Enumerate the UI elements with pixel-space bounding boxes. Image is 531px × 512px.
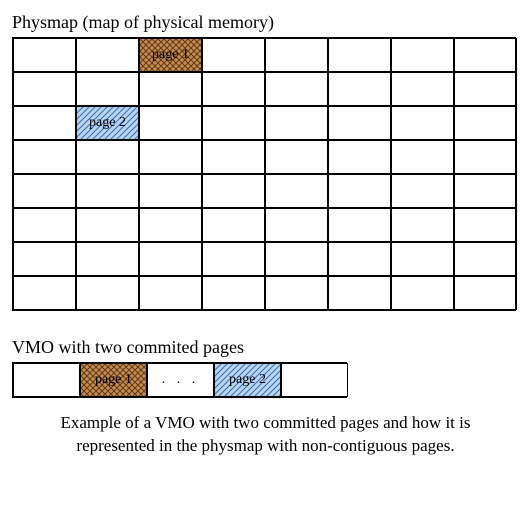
vmo-page-cell: page 2 [214, 363, 281, 397]
physmap-cell [265, 38, 328, 72]
physmap-cell [13, 106, 76, 140]
physmap-cell [13, 276, 76, 310]
physmap-cell [76, 242, 139, 276]
vmo-page-cell: page 1 [80, 363, 147, 397]
physmap-cell [391, 106, 454, 140]
physmap-cell [265, 106, 328, 140]
vmo-cell [13, 363, 80, 397]
physmap-cell [139, 208, 202, 242]
physmap-cell [454, 106, 517, 140]
physmap-cell [328, 38, 391, 72]
physmap-cell [454, 72, 517, 106]
physmap-cell [391, 72, 454, 106]
physmap-cell [454, 174, 517, 208]
physmap-cell [328, 174, 391, 208]
physmap-cell [13, 208, 76, 242]
physmap-cell [13, 72, 76, 106]
physmap-cell [202, 38, 265, 72]
physmap-cell [76, 276, 139, 310]
physmap-cell [139, 106, 202, 140]
physmap-cell [454, 242, 517, 276]
physmap-page-cell: page 2 [76, 106, 139, 140]
physmap-cell [454, 208, 517, 242]
physmap-cell [391, 276, 454, 310]
page-label: page 1 [152, 47, 189, 63]
physmap-cell [76, 140, 139, 174]
physmap-cell [139, 140, 202, 174]
physmap-cell [76, 72, 139, 106]
physmap-cell [76, 208, 139, 242]
vmo-grid: page 1 . . . page 2 [12, 362, 347, 398]
diagram-caption: Example of a VMO with two committed page… [12, 412, 519, 458]
physmap-cell [139, 276, 202, 310]
physmap-cell [139, 174, 202, 208]
physmap-cell [328, 242, 391, 276]
physmap-cell [265, 174, 328, 208]
physmap-cell [139, 72, 202, 106]
physmap-cell [76, 174, 139, 208]
physmap-cell [202, 208, 265, 242]
physmap-cell [328, 208, 391, 242]
vmo-title: VMO with two commited pages [12, 337, 519, 358]
physmap-cell [202, 72, 265, 106]
physmap-cell [265, 72, 328, 106]
physmap-cell [13, 140, 76, 174]
physmap-cell [328, 72, 391, 106]
physmap-cell [391, 140, 454, 174]
physmap-cell [328, 106, 391, 140]
physmap-title: Physmap (map of physical memory) [12, 12, 519, 33]
physmap-cell [202, 242, 265, 276]
physmap-cell [202, 140, 265, 174]
physmap-cell [454, 140, 517, 174]
physmap-cell [391, 174, 454, 208]
physmap-cell [328, 276, 391, 310]
ellipsis: . . . [162, 372, 200, 388]
physmap-cell [202, 174, 265, 208]
physmap-cell [13, 174, 76, 208]
physmap-cell [454, 276, 517, 310]
physmap-grid: page 1 page 2 [12, 37, 516, 311]
page-label: page 2 [229, 372, 266, 388]
physmap-cell [13, 38, 76, 72]
physmap-cell [265, 208, 328, 242]
physmap-cell [13, 242, 76, 276]
physmap-cell [265, 276, 328, 310]
physmap-cell [202, 276, 265, 310]
physmap-cell [265, 242, 328, 276]
physmap-cell [391, 38, 454, 72]
vmo-page-cell: . . . [147, 363, 214, 397]
physmap-cell [265, 140, 328, 174]
physmap-cell [202, 106, 265, 140]
physmap-cell [391, 242, 454, 276]
vmo-cell [281, 363, 348, 397]
page-label: page 1 [95, 372, 132, 388]
physmap-cell [139, 242, 202, 276]
physmap-cell [76, 38, 139, 72]
physmap-cell [391, 208, 454, 242]
page-label: page 2 [89, 115, 126, 131]
physmap-cell [454, 38, 517, 72]
physmap-page-cell: page 1 [139, 38, 202, 72]
physmap-cell [328, 140, 391, 174]
